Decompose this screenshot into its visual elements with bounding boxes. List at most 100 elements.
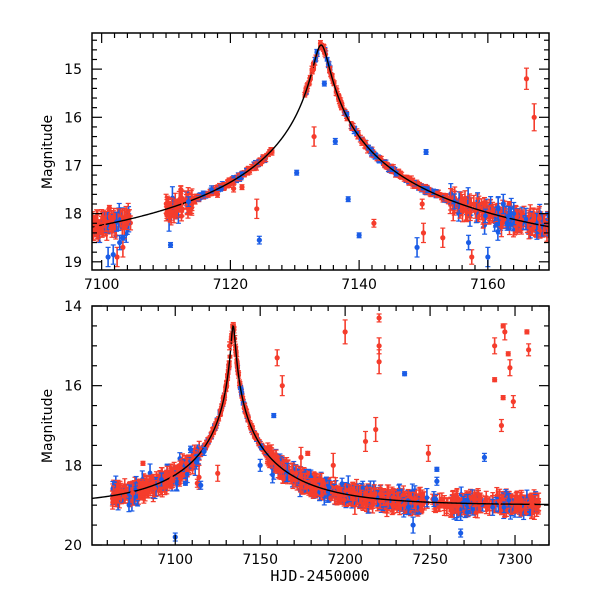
red-point bbox=[463, 198, 469, 222]
blue-point bbox=[511, 201, 517, 226]
data-point bbox=[110, 244, 116, 265]
red-point bbox=[109, 490, 115, 507]
y-tick-label: 19 bbox=[64, 255, 82, 271]
data-point bbox=[201, 446, 207, 456]
data-point bbox=[531, 103, 537, 132]
y-tick-label: 16 bbox=[64, 110, 82, 126]
data-point bbox=[373, 416, 379, 443]
data-point bbox=[523, 67, 530, 90]
data-point bbox=[505, 205, 512, 227]
data-point bbox=[420, 222, 427, 244]
data-point bbox=[178, 185, 184, 195]
red-point bbox=[163, 193, 169, 214]
data-point bbox=[505, 351, 511, 357]
red-point bbox=[290, 462, 296, 483]
red-point bbox=[450, 489, 456, 508]
data-point bbox=[114, 246, 120, 268]
data-point bbox=[425, 444, 431, 462]
data-point bbox=[434, 466, 440, 472]
blue-point bbox=[326, 479, 332, 496]
red-point bbox=[456, 498, 462, 513]
y-tick-label: 14 bbox=[64, 299, 82, 315]
data-point bbox=[465, 234, 472, 251]
data-point bbox=[140, 460, 146, 466]
data-point bbox=[401, 371, 408, 377]
bottom-ylabel: Magnitude bbox=[40, 389, 56, 463]
data-point bbox=[186, 207, 192, 216]
plot-area bbox=[92, 39, 549, 268]
data-point bbox=[182, 480, 189, 486]
data-point bbox=[148, 474, 155, 480]
dense-observations bbox=[92, 39, 549, 244]
bottom-xlabel: HJD-2450000 bbox=[270, 567, 369, 585]
data-point bbox=[419, 198, 425, 210]
x-tick-label: 7160 bbox=[470, 277, 506, 293]
data-point bbox=[423, 148, 429, 155]
data-point bbox=[469, 249, 475, 265]
blue-point bbox=[431, 491, 437, 508]
data-point bbox=[500, 395, 506, 401]
data-point bbox=[257, 458, 263, 472]
data-point bbox=[536, 205, 542, 232]
data-point bbox=[120, 234, 126, 241]
red-point bbox=[173, 199, 179, 220]
data-point bbox=[345, 196, 351, 203]
blue-point bbox=[159, 472, 165, 487]
blue-point bbox=[495, 222, 501, 241]
data-point bbox=[215, 464, 221, 482]
data-point bbox=[117, 234, 123, 251]
blue-point bbox=[405, 499, 411, 516]
data-point bbox=[330, 452, 336, 478]
red-point bbox=[396, 491, 402, 509]
data-point bbox=[167, 241, 174, 248]
data-point bbox=[187, 445, 194, 454]
data-point bbox=[356, 232, 362, 239]
data-point bbox=[106, 204, 112, 211]
data-point bbox=[500, 193, 506, 215]
axes: 7100 7150 7200 7250 7300 14 16 18 20 bbox=[64, 299, 550, 568]
data-point bbox=[94, 214, 100, 240]
red-point bbox=[175, 465, 181, 478]
red-point bbox=[293, 464, 299, 483]
red-point bbox=[389, 496, 395, 513]
data-point bbox=[458, 528, 464, 538]
y-tick-label: 17 bbox=[64, 158, 82, 174]
blue-point bbox=[523, 207, 529, 231]
data-point bbox=[371, 218, 377, 228]
data-point bbox=[502, 323, 508, 341]
x-tick-label: 7200 bbox=[327, 552, 363, 568]
red-point bbox=[380, 491, 386, 503]
top-panel: 7100 7120 7140 7160 15 16 17 18 19 bbox=[64, 32, 550, 293]
series-blue-observatory bbox=[105, 80, 512, 268]
blue-point bbox=[490, 498, 496, 516]
red-point bbox=[401, 498, 407, 512]
data-point bbox=[311, 126, 317, 147]
data-point bbox=[130, 480, 136, 506]
red-point bbox=[458, 191, 464, 211]
data-point bbox=[332, 137, 338, 145]
x-tick-label: 7100 bbox=[157, 552, 193, 568]
data-point bbox=[169, 472, 175, 486]
data-point bbox=[507, 359, 513, 377]
x-tick-label: 7300 bbox=[497, 552, 533, 568]
data-point bbox=[414, 237, 420, 258]
plot-area bbox=[92, 313, 549, 542]
bottom-panel: 7100 7150 7200 7250 7300 14 16 18 20 bbox=[64, 299, 550, 568]
data-point bbox=[410, 516, 416, 534]
plot-frame bbox=[91, 32, 550, 271]
data-point bbox=[102, 215, 108, 227]
blue-point bbox=[495, 197, 501, 221]
data-point bbox=[298, 446, 304, 468]
data-point bbox=[526, 343, 532, 357]
red-point bbox=[152, 479, 158, 498]
x-tick-label: 7150 bbox=[242, 552, 278, 568]
data-point bbox=[256, 235, 262, 245]
model-curve bbox=[92, 324, 549, 506]
data-point bbox=[376, 313, 382, 323]
axes: 7100 7120 7140 7160 15 16 17 18 19 bbox=[64, 33, 549, 293]
data-point bbox=[239, 184, 245, 191]
red-point bbox=[351, 483, 357, 502]
data-point bbox=[481, 452, 488, 462]
model-curve bbox=[92, 44, 549, 228]
